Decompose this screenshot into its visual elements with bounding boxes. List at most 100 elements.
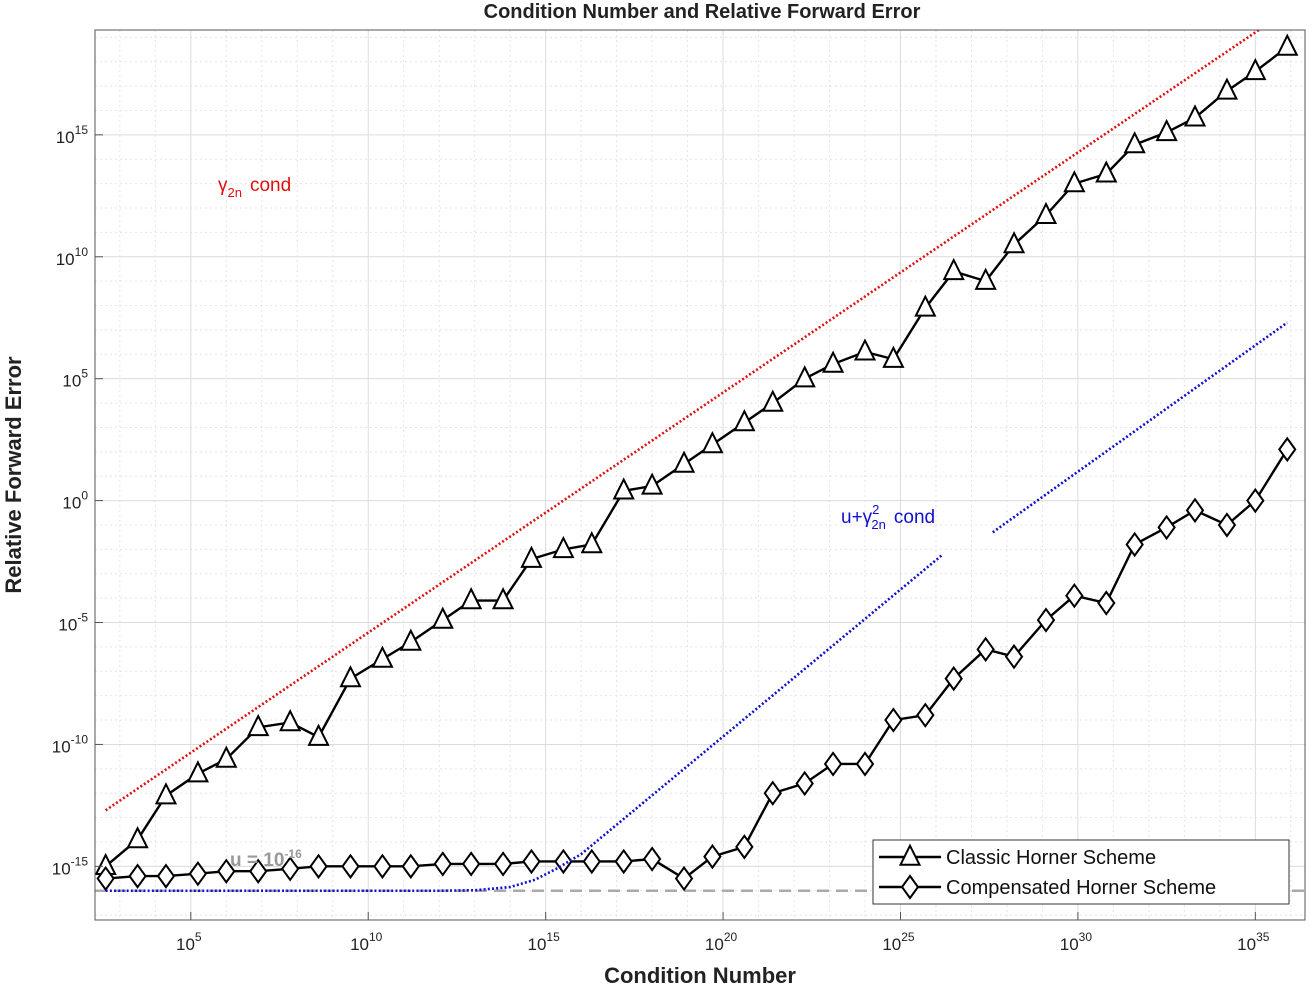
triangle-marker bbox=[371, 645, 394, 668]
triangle-marker bbox=[1002, 231, 1026, 254]
series-line bbox=[104, 46, 1288, 868]
diamond-marker bbox=[884, 707, 903, 733]
triangle-marker bbox=[399, 628, 422, 651]
gamma-line bbox=[104, 30, 1260, 812]
triangle-marker bbox=[701, 431, 724, 454]
triangle-marker bbox=[1095, 160, 1118, 183]
diamond-marker bbox=[1217, 512, 1237, 538]
diamond-marker bbox=[855, 751, 875, 777]
x-axis-label: Condition Number bbox=[604, 963, 796, 988]
triangle-marker bbox=[247, 713, 270, 737]
diamond-marker bbox=[582, 848, 601, 875]
triangle-marker bbox=[1123, 131, 1146, 154]
triangle-marker bbox=[1276, 33, 1299, 56]
diamond-marker bbox=[916, 702, 935, 728]
diamond-marker bbox=[156, 863, 176, 889]
diamond-marker bbox=[217, 858, 236, 884]
triangle-marker bbox=[914, 294, 937, 317]
diamond-marker bbox=[735, 834, 754, 860]
diamond-marker bbox=[1125, 531, 1144, 558]
legend-label: Classic Horner Scheme bbox=[946, 847, 1156, 869]
diamond-marker bbox=[188, 860, 208, 887]
triangle-marker bbox=[1155, 118, 1178, 142]
y-axis-label: Relative Forward Error bbox=[1, 356, 26, 594]
diamond-marker bbox=[1004, 643, 1024, 670]
triangle-marker bbox=[307, 723, 330, 746]
triangle-marker bbox=[186, 760, 210, 783]
annotation-gamma: γ2n cond bbox=[218, 175, 291, 200]
diamond-marker bbox=[642, 846, 662, 872]
diamond-marker bbox=[1157, 514, 1176, 541]
triangle-marker bbox=[898, 843, 922, 866]
diamond-marker bbox=[1246, 487, 1265, 514]
diamond-marker bbox=[900, 874, 920, 900]
annotation-u_gamma: u+γ2 2n cond bbox=[841, 502, 935, 532]
legend-item: Classic Horner Scheme bbox=[879, 843, 1156, 869]
diamond-marker bbox=[614, 848, 633, 875]
triangle-marker bbox=[733, 409, 756, 432]
diamond-marker bbox=[401, 853, 421, 880]
triangle-marker bbox=[853, 338, 877, 361]
chart-title: Condition Number and Relative Forward Er… bbox=[484, 1, 921, 23]
triangle-marker bbox=[942, 257, 965, 281]
diamond-marker bbox=[373, 853, 392, 880]
triangle-marker bbox=[580, 530, 603, 554]
triangle-marker bbox=[1034, 201, 1058, 225]
series-1 bbox=[96, 436, 1297, 892]
plot-background bbox=[95, 30, 1305, 920]
diamond-marker bbox=[976, 636, 995, 663]
triangle-marker bbox=[520, 545, 543, 568]
triangle-marker bbox=[672, 450, 696, 473]
diamond-marker bbox=[823, 751, 843, 777]
triangle-marker bbox=[431, 606, 454, 629]
diamond-marker bbox=[795, 770, 814, 797]
plot-frame bbox=[94, 29, 1306, 921]
diamond-marker bbox=[249, 858, 268, 884]
diamond-marker bbox=[1097, 590, 1116, 616]
diamond-marker bbox=[433, 851, 452, 877]
diamond-marker bbox=[1185, 497, 1205, 524]
diamond-marker bbox=[461, 851, 481, 877]
series-3 bbox=[105, 321, 1289, 893]
triangle-marker bbox=[882, 345, 905, 368]
triangle-marker bbox=[154, 782, 178, 805]
triangle-marker bbox=[1215, 77, 1239, 100]
triangle-marker bbox=[612, 477, 635, 500]
legend-item: Compensated Horner Scheme bbox=[879, 874, 1216, 900]
triangle-marker bbox=[126, 826, 149, 849]
annotations: γ2n cond u+γ2 2n cond u = 10-16 bbox=[218, 175, 935, 871]
triangle-marker bbox=[279, 708, 302, 732]
series-0 bbox=[95, 33, 1299, 876]
triangle-marker bbox=[974, 267, 997, 290]
diamond-marker bbox=[522, 848, 541, 875]
diamond-marker bbox=[944, 665, 963, 692]
triangle-marker bbox=[761, 389, 784, 412]
series-2 bbox=[104, 30, 1260, 812]
major-grid bbox=[95, 30, 1305, 920]
triangle-marker bbox=[793, 365, 816, 388]
diamond-marker bbox=[493, 851, 513, 877]
diamond-marker bbox=[763, 780, 782, 806]
diamond-marker bbox=[1065, 582, 1084, 609]
diamond-marker bbox=[674, 865, 694, 892]
triangle-marker bbox=[821, 350, 845, 373]
triangle-marker bbox=[1244, 57, 1267, 81]
diamond-marker bbox=[703, 843, 722, 870]
triangle-marker bbox=[339, 665, 362, 688]
u-gamma-line-segment bbox=[991, 321, 1289, 534]
triangle-marker bbox=[460, 587, 483, 610]
triangle-marker bbox=[640, 472, 664, 495]
triangle-marker bbox=[552, 535, 575, 559]
diamond-marker bbox=[128, 863, 147, 889]
diamond-marker bbox=[1036, 607, 1056, 633]
triangle-marker bbox=[1183, 104, 1207, 127]
legend-box bbox=[872, 839, 1290, 905]
diamond-marker bbox=[341, 853, 360, 880]
plot-area bbox=[94, 29, 1306, 921]
triangle-marker bbox=[1063, 170, 1086, 193]
diamond-marker bbox=[309, 853, 328, 880]
diamond-marker bbox=[280, 856, 300, 882]
triangle-marker bbox=[491, 587, 515, 610]
legend: Classic Horner Scheme Compensated Horner … bbox=[872, 839, 1290, 905]
